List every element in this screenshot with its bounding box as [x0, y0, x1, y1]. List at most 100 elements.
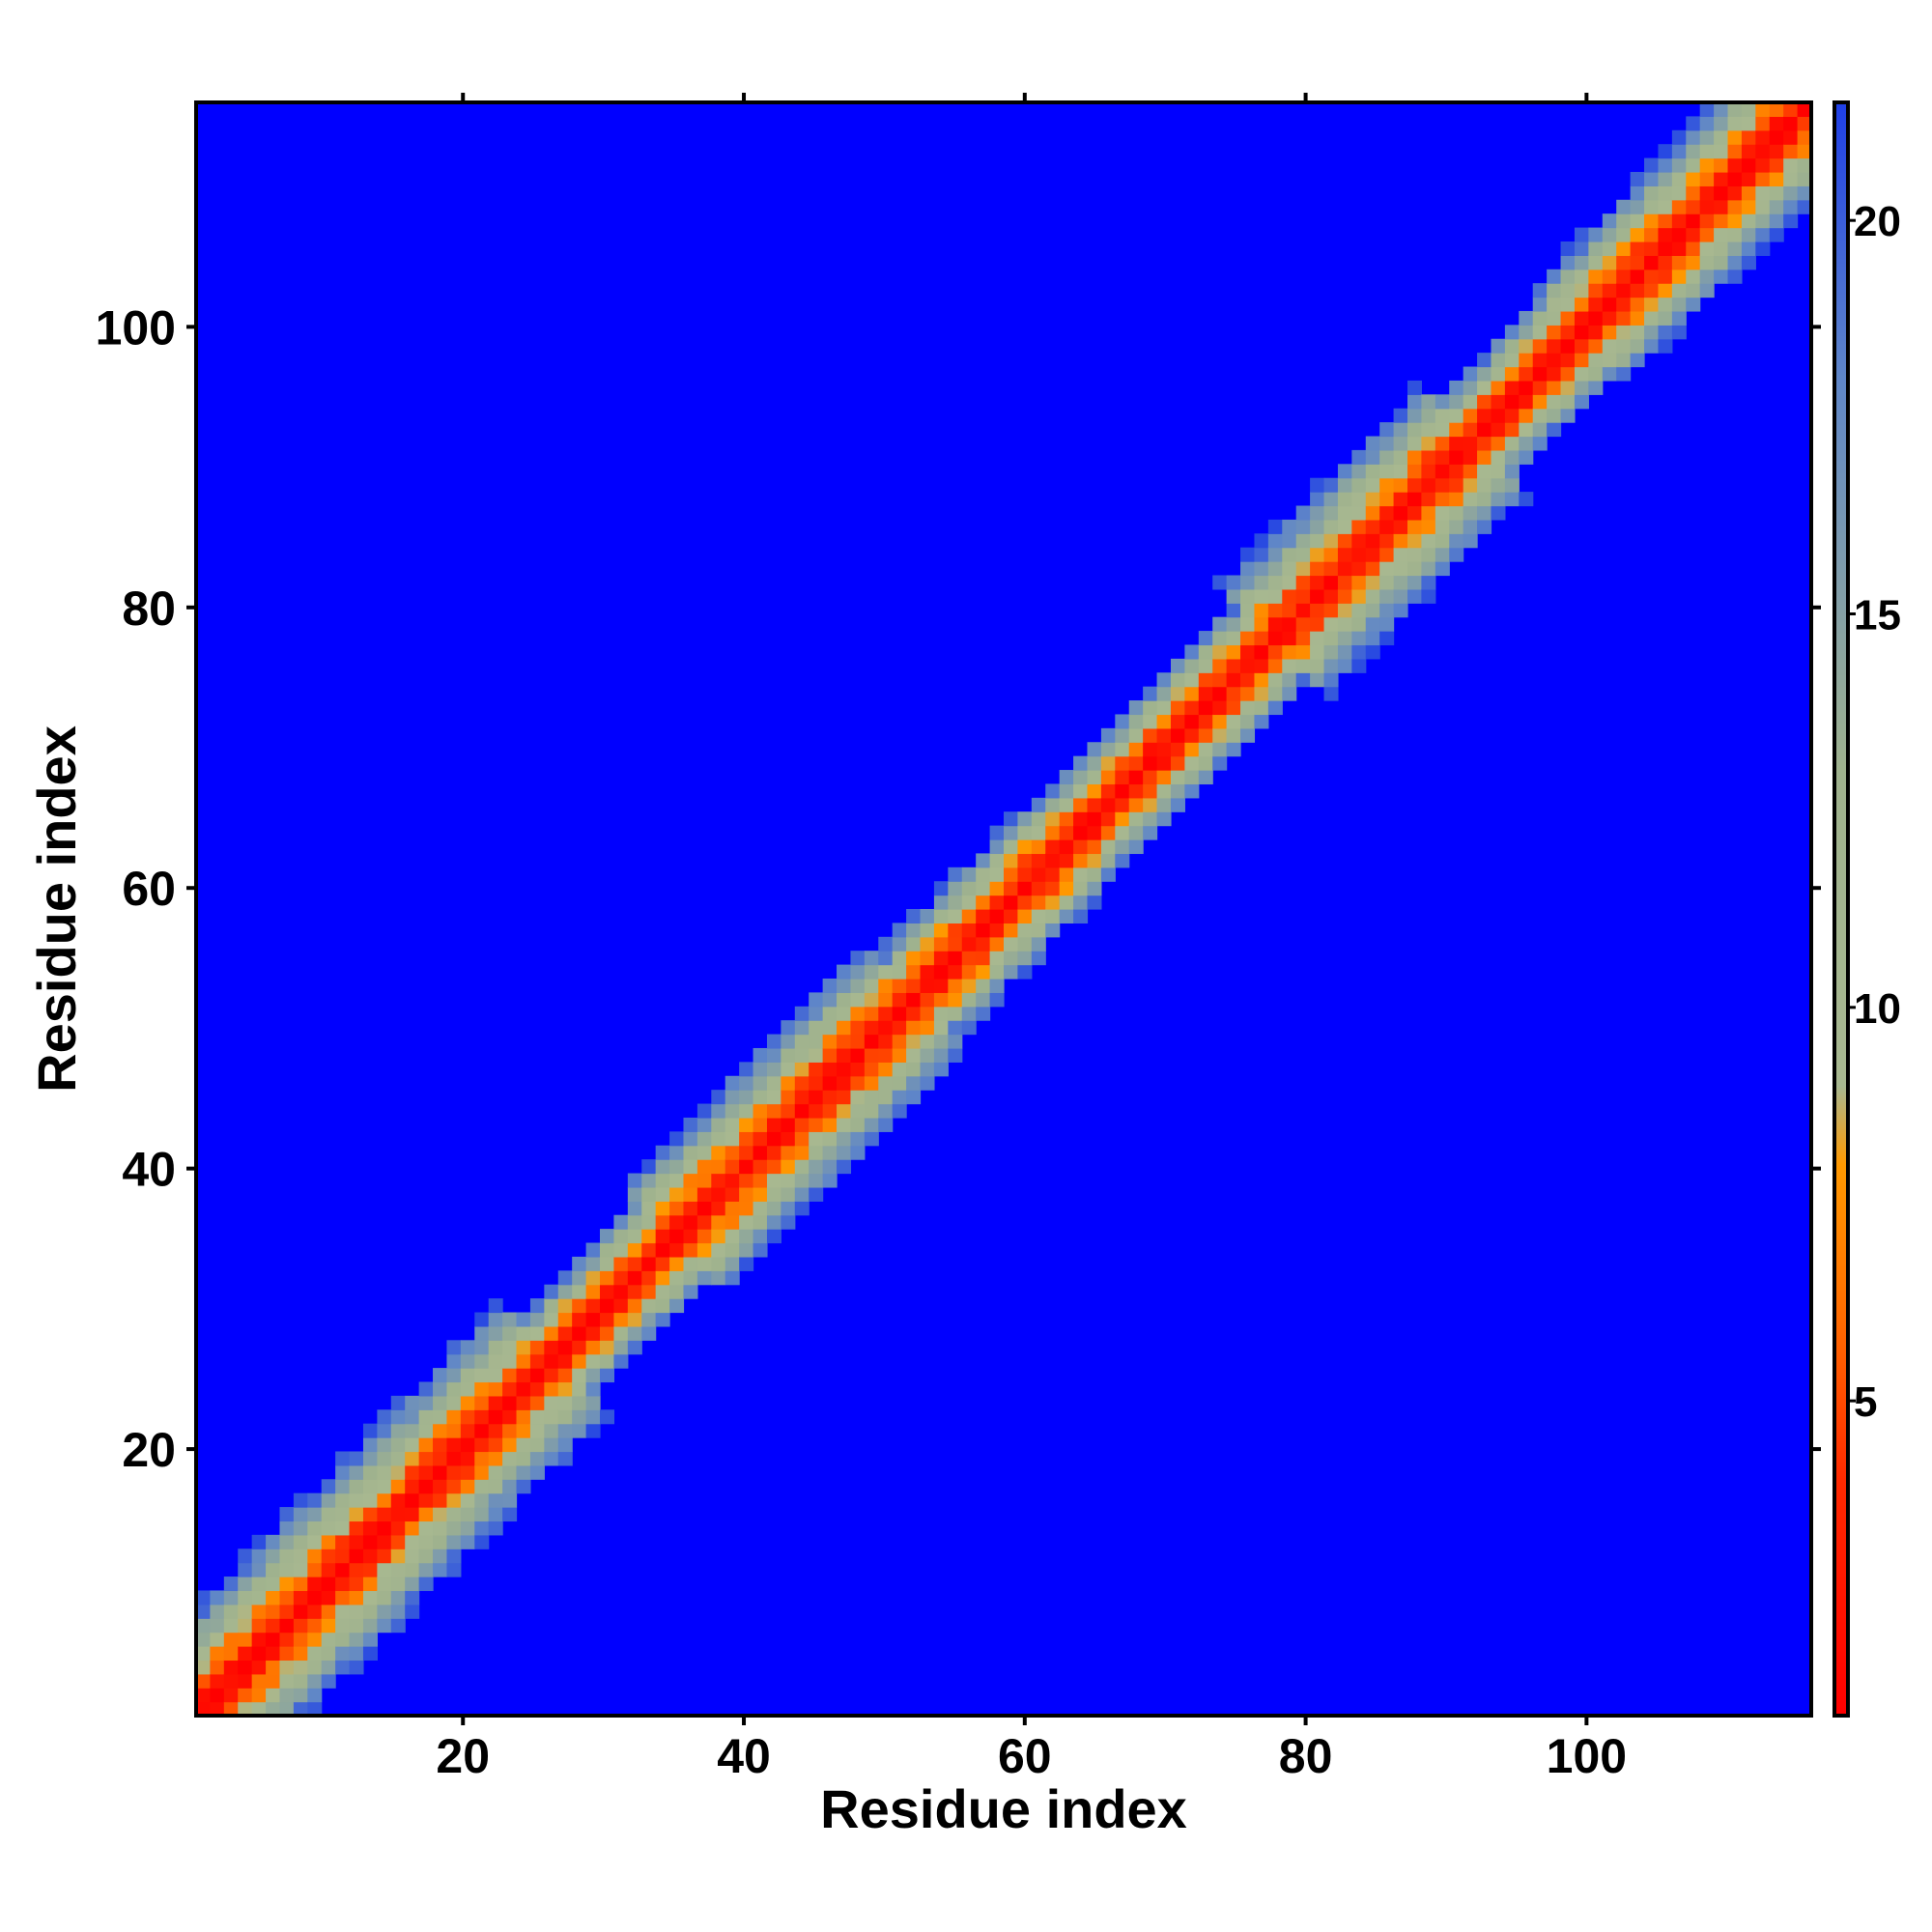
heatmap-cell: [293, 1632, 308, 1647]
heatmap-cell: [488, 1464, 503, 1480]
heatmap-cell: [1198, 727, 1213, 743]
heatmap-cell: [266, 1590, 281, 1605]
heatmap-cell: [822, 1173, 838, 1188]
heatmap-cell: [321, 1520, 336, 1536]
heatmap-cell: [544, 1325, 559, 1341]
heatmap-cell: [1128, 700, 1144, 716]
heatmap-cell: [335, 1520, 351, 1536]
heatmap-cell: [837, 992, 852, 1008]
heatmap-cell: [1073, 909, 1089, 923]
heatmap-cell: [1574, 227, 1589, 242]
heatmap-cell: [223, 1701, 239, 1717]
heatmap-cell: [739, 1117, 754, 1132]
heatmap-cell: [585, 1340, 601, 1355]
heatmap-cell: [1059, 881, 1074, 896]
heatmap-cell: [837, 1131, 852, 1147]
heatmap-cell: [753, 1201, 768, 1216]
heatmap-cell: [1393, 561, 1408, 577]
heatmap-cell: [1184, 700, 1200, 716]
heatmap-cell: [293, 1520, 308, 1536]
heatmap-cell: [1393, 436, 1408, 451]
heatmap-cell: [753, 1047, 768, 1063]
heatmap-cell: [1699, 269, 1715, 284]
heatmap-cell: [1310, 547, 1325, 562]
heatmap-cell: [1031, 825, 1046, 840]
heatmap-cell: [433, 1534, 448, 1549]
heatmap-cell: [1337, 644, 1352, 660]
heatmap-cell: [1045, 825, 1061, 840]
heatmap-cell: [600, 1242, 615, 1258]
heatmap-cell: [321, 1646, 336, 1662]
heatmap-cell: [878, 1034, 894, 1049]
heatmap-cell: [892, 1090, 907, 1105]
heatmap-cell: [1769, 199, 1784, 214]
heatmap-cell: [1310, 588, 1325, 604]
heatmap-cell: [405, 1395, 420, 1410]
heatmap-cell: [1658, 185, 1673, 201]
heatmap-cell: [1658, 325, 1673, 340]
heatmap-cell: [1073, 867, 1089, 882]
heatmap-cell: [516, 1381, 531, 1397]
heatmap-cell: [1240, 727, 1256, 743]
heatmap-cell: [933, 881, 949, 896]
heatmap-cell: [1226, 672, 1241, 688]
heatmap-cell: [1115, 770, 1130, 785]
heatmap-cell: [724, 1186, 740, 1202]
heatmap-cell: [892, 1075, 907, 1091]
heatmap-cell: [390, 1577, 406, 1592]
heatmap-cell: [1519, 380, 1534, 395]
heatmap-cell: [1630, 338, 1645, 354]
heatmap-cell: [1421, 588, 1436, 604]
heatmap-cell: [377, 1409, 392, 1425]
heatmap-cell: [1560, 380, 1576, 395]
heatmap-cell: [1393, 464, 1408, 479]
heatmap-cell: [1616, 338, 1632, 354]
heatmap-cell: [279, 1660, 295, 1675]
heatmap-cell: [1226, 700, 1241, 716]
heatmap-cell: [655, 1201, 670, 1216]
heatmap-cell: [1128, 755, 1144, 771]
heatmap-cell: [906, 936, 922, 952]
colorbar-tick-label: 10: [1854, 985, 1901, 1033]
heatmap-cell: [655, 1214, 670, 1230]
heatmap-cell: [1323, 672, 1339, 688]
heatmap-cell: [544, 1312, 559, 1327]
heatmap-cell: [1365, 505, 1380, 521]
heatmap-cell: [1254, 575, 1269, 590]
heatmap-cell: [335, 1577, 351, 1592]
heatmap-cell: [1671, 325, 1687, 340]
heatmap-cell: [837, 1075, 852, 1091]
heatmap-cell: [794, 1062, 810, 1077]
heatmap-cell: [433, 1520, 448, 1536]
heatmap-cell: [878, 978, 894, 993]
heatmap-cell: [1644, 199, 1660, 214]
heatmap-cell: [223, 1618, 239, 1634]
heatmap-cell: [433, 1409, 448, 1425]
x-axis-title: Residue index: [820, 1778, 1187, 1839]
heatmap-cell: [362, 1534, 378, 1549]
heatmap-cell: [1059, 825, 1074, 840]
heatmap-cell: [238, 1618, 253, 1634]
heatmap-cell: [1714, 171, 1729, 186]
heatmap-cell: [362, 1590, 378, 1605]
heatmap-cell: [696, 1270, 712, 1286]
heatmap-cell: [1449, 519, 1464, 534]
heatmap-cell: [335, 1562, 351, 1577]
heatmap-cell: [1560, 325, 1576, 340]
heatmap-cell: [655, 1312, 670, 1327]
heatmap-cell: [976, 909, 991, 923]
heatmap-cell: [1004, 923, 1019, 938]
heatmap-cell: [307, 1562, 323, 1577]
heatmap-cell: [976, 881, 991, 896]
heatmap-cell: [1602, 325, 1617, 340]
heatmap-cell: [1393, 603, 1408, 618]
heatmap-cell: [1477, 408, 1492, 423]
heatmap-cell: [585, 1256, 601, 1271]
heatmap-cell: [739, 1131, 754, 1147]
heatmap-cell: [766, 1117, 781, 1132]
heatmap-cell: [418, 1520, 434, 1536]
heatmap-cell: [446, 1451, 462, 1466]
heatmap-cell: [223, 1673, 239, 1689]
heatmap-cell: [753, 1090, 768, 1105]
heatmap-cell: [613, 1229, 629, 1244]
